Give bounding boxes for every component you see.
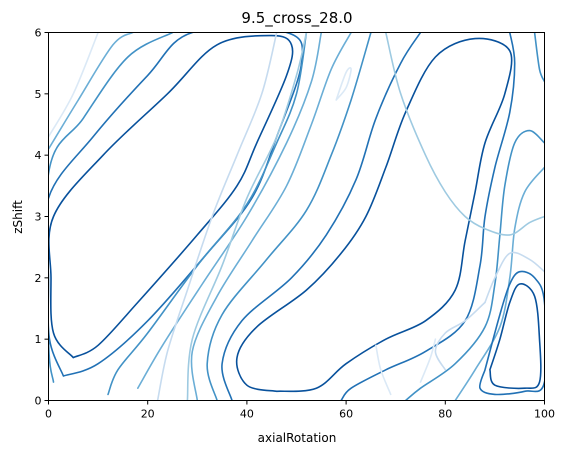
y-tick-label: 6 bbox=[35, 27, 42, 40]
contour-line-level-5 bbox=[478, 270, 545, 396]
chart-title: 9.5_cross_28.0 bbox=[241, 9, 352, 28]
x-tick-label: 40 bbox=[240, 408, 254, 421]
contour-line-level-6 bbox=[489, 283, 542, 390]
y-tick-label: 4 bbox=[35, 149, 42, 162]
contour-line-level-2 bbox=[385, 32, 545, 236]
y-tick-label: 3 bbox=[35, 211, 42, 224]
contour-line-level-1 bbox=[434, 301, 486, 371]
contour-line-level-4 bbox=[404, 129, 545, 401]
y-tick-label: 2 bbox=[35, 272, 42, 285]
contour-line-level-3 bbox=[454, 166, 545, 401]
contour-line-level-4 bbox=[48, 32, 174, 383]
x-tick-label: 0 bbox=[45, 408, 52, 421]
contour-line-level-2 bbox=[186, 32, 308, 401]
contour-line-level-3 bbox=[190, 32, 352, 401]
y-tick-label: 1 bbox=[35, 333, 42, 346]
y-axis-ticks: 0 1 2 3 4 5 6 bbox=[35, 27, 49, 408]
contour-line-level-1 bbox=[484, 251, 545, 304]
contour-line-level-0 bbox=[48, 32, 99, 138]
x-tick-label: 100 bbox=[534, 408, 555, 421]
contour-line-level-4 bbox=[533, 32, 545, 83]
y-tick-label: 5 bbox=[35, 88, 42, 101]
contour-line-level-0 bbox=[335, 67, 352, 101]
contour-line-level-1 bbox=[156, 32, 278, 401]
contour-line-level-0 bbox=[375, 344, 392, 396]
contour-line-level-7 bbox=[256, 54, 497, 379]
x-axis-ticks: 0 20 40 60 80 100 bbox=[45, 400, 555, 421]
x-tick-label: 80 bbox=[438, 408, 452, 421]
y-axis-label: zShift bbox=[11, 200, 25, 234]
contour-line-level-4 bbox=[107, 32, 308, 396]
x-tick-label: 60 bbox=[339, 408, 353, 421]
contour-line-level-5 bbox=[48, 32, 304, 377]
contour-line-level-3 bbox=[48, 32, 134, 150]
contour-line-level-7 bbox=[57, 49, 278, 314]
contour-line-level-6 bbox=[235, 37, 513, 393]
x-tick-label: 20 bbox=[141, 408, 155, 421]
y-tick-label: 0 bbox=[35, 395, 42, 408]
contour-line-level-3 bbox=[137, 32, 323, 389]
contour-line-level-4 bbox=[206, 32, 372, 401]
contour-line-level-5 bbox=[340, 32, 516, 401]
x-axis-label: axialRotation bbox=[258, 431, 337, 445]
contour-line-level-0 bbox=[419, 338, 437, 383]
contour-line-level-5 bbox=[221, 32, 422, 401]
contour-line-level-6 bbox=[48, 34, 294, 359]
contour-line-level-7 bbox=[500, 326, 535, 384]
contour-lines bbox=[48, 32, 545, 401]
